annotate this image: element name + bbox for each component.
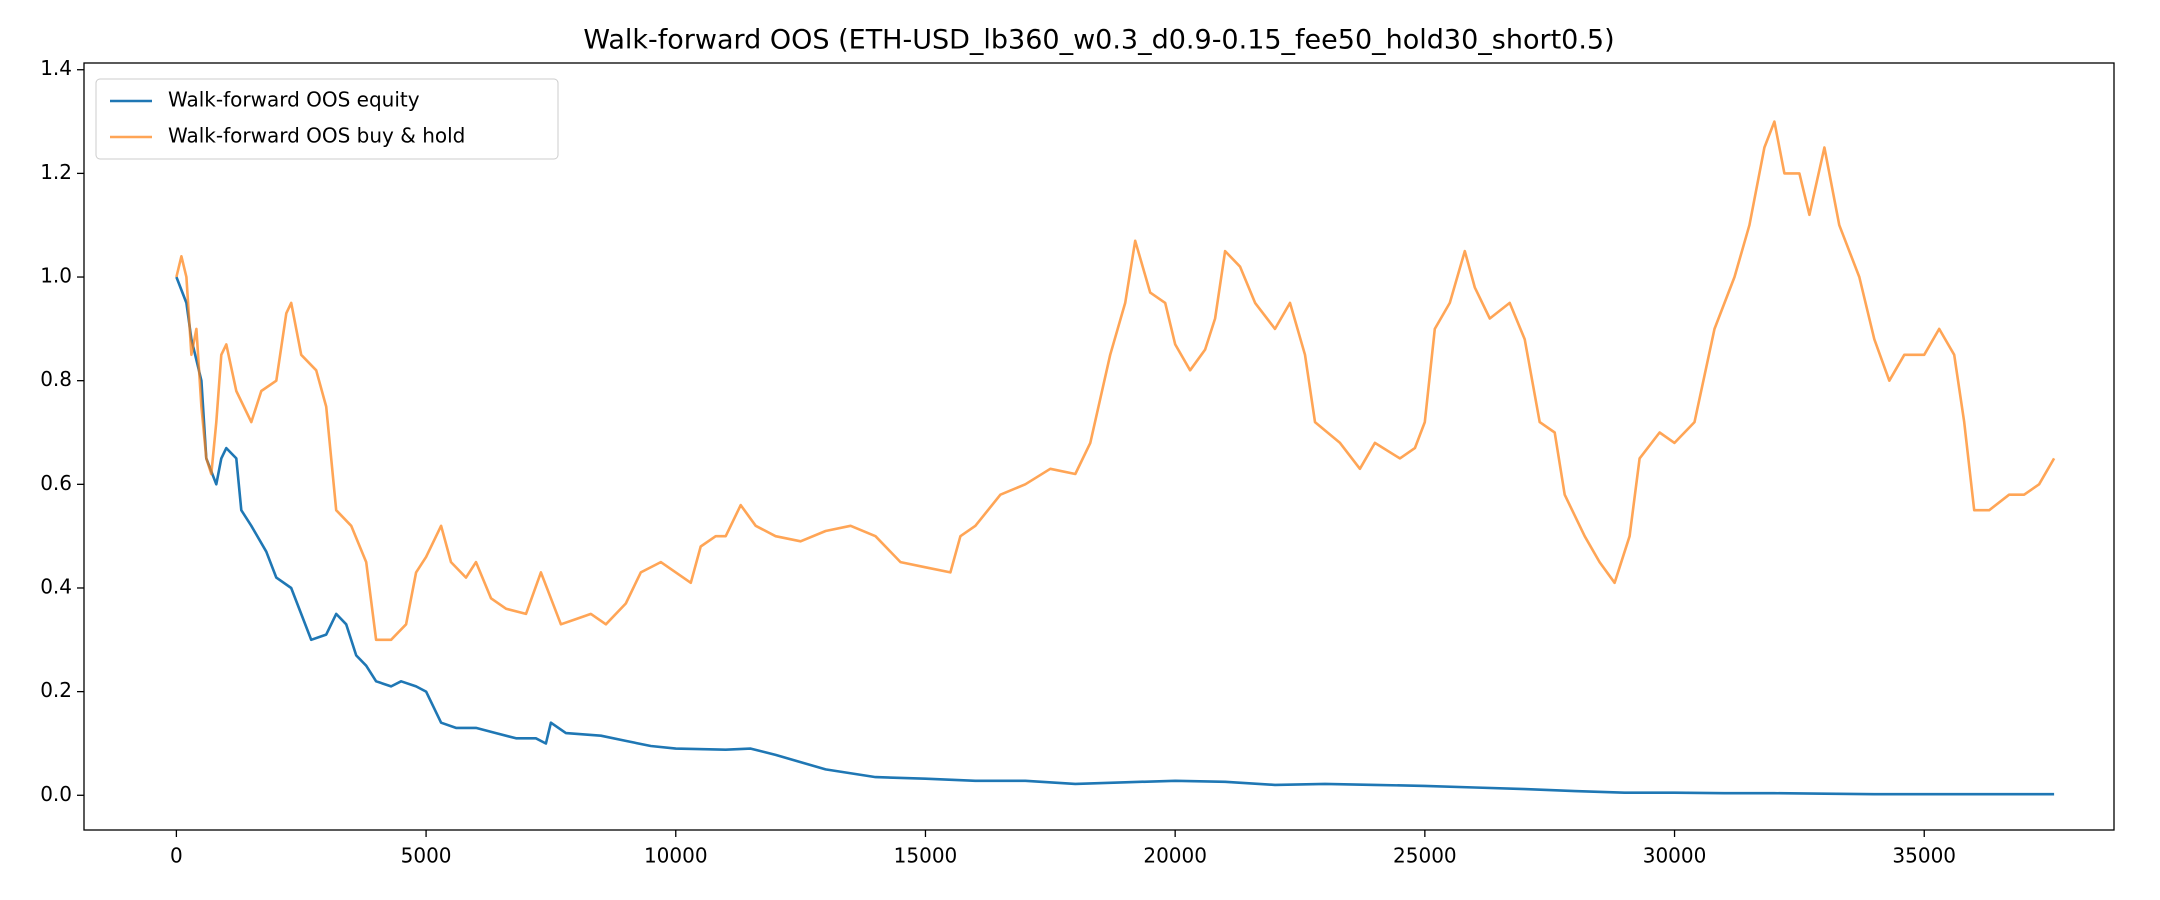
x-tick-label: 35000 <box>1892 844 1956 868</box>
y-tick-label: 1.4 <box>40 56 72 80</box>
y-tick-label: 1.0 <box>40 264 72 288</box>
x-tick-label: 15000 <box>894 844 958 868</box>
y-tick-label: 0.4 <box>40 574 72 598</box>
plot-frame <box>83 62 2115 831</box>
legend-label: Walk-forward OOS equity <box>168 88 420 112</box>
y-tick-label: 1.2 <box>40 160 72 184</box>
x-tick-label: 20000 <box>1143 844 1207 868</box>
y-tick-label: 0.6 <box>40 471 72 495</box>
y-tick-label: 0.0 <box>40 782 72 806</box>
x-tick-label: 25000 <box>1393 844 1457 868</box>
y-tick-label: 0.8 <box>40 367 72 391</box>
x-tick-label: 10000 <box>644 844 708 868</box>
chart-title: Walk-forward OOS (ETH-USD_lb360_w0.3_d0.… <box>583 25 1614 56</box>
series-line <box>175 276 2055 796</box>
x-tick-label: 30000 <box>1643 844 1707 868</box>
y-tick-label: 0.2 <box>40 678 72 702</box>
series-line <box>175 120 2056 642</box>
x-tick-label: 0 <box>170 844 183 868</box>
legend-label: Walk-forward OOS buy & hold <box>168 124 465 148</box>
x-tick-label: 5000 <box>401 844 452 868</box>
legend-box <box>95 78 559 160</box>
